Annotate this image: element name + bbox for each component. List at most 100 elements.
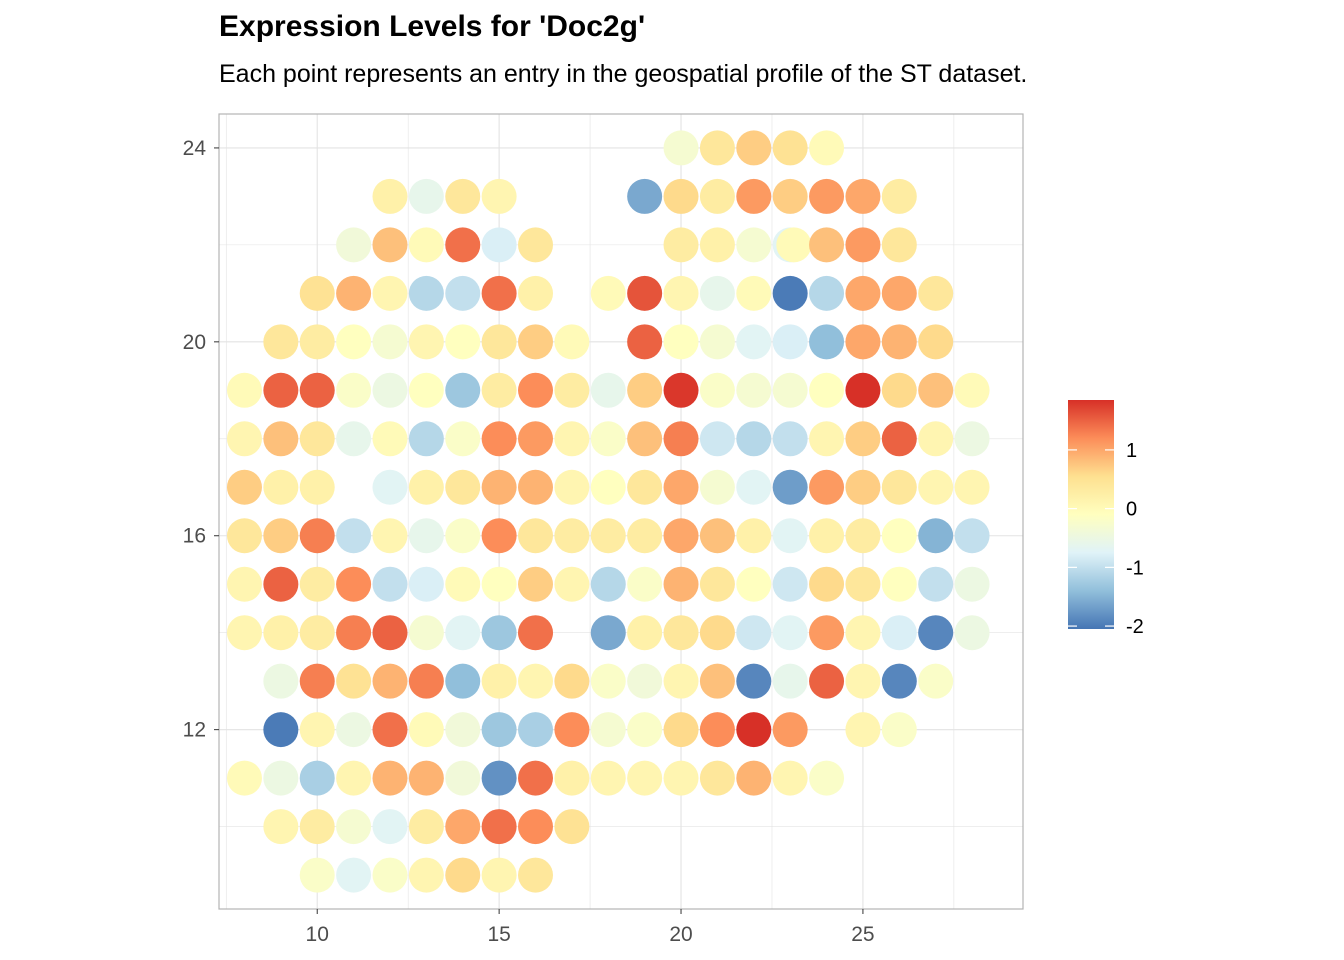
chart-title: Expression Levels for 'Doc2g'	[219, 10, 646, 43]
data-point	[590, 518, 626, 554]
data-point	[336, 421, 372, 457]
data-point	[372, 809, 408, 845]
data-point	[918, 275, 954, 311]
data-point	[518, 809, 554, 845]
data-point	[299, 615, 335, 651]
data-point	[226, 421, 262, 457]
data-point	[772, 130, 808, 166]
data-point	[263, 469, 299, 505]
data-point	[299, 809, 335, 845]
data-point	[518, 518, 554, 554]
legend-tick-label: -1	[1126, 557, 1144, 579]
data-point	[518, 227, 554, 263]
data-point	[663, 227, 699, 263]
data-point	[372, 178, 408, 214]
data-point	[881, 469, 917, 505]
y-axis: 12 16 20 24	[183, 137, 219, 742]
data-point	[590, 275, 626, 311]
data-point	[445, 469, 481, 505]
data-point	[299, 857, 335, 893]
data-point	[699, 615, 735, 651]
data-point	[336, 857, 372, 893]
data-point	[809, 372, 845, 408]
data-point	[408, 809, 444, 845]
data-point	[263, 809, 299, 845]
data-point	[736, 421, 772, 457]
data-point	[554, 421, 590, 457]
data-point	[663, 324, 699, 360]
data-point	[590, 712, 626, 748]
data-point	[518, 615, 554, 651]
data-point	[881, 372, 917, 408]
data-point	[518, 712, 554, 748]
data-point	[918, 372, 954, 408]
data-point	[445, 227, 481, 263]
data-point	[699, 663, 735, 699]
data-point	[408, 760, 444, 796]
data-point	[554, 663, 590, 699]
data-point	[627, 712, 663, 748]
data-point	[881, 178, 917, 214]
data-point	[918, 566, 954, 602]
data-point	[845, 275, 881, 311]
data-point	[809, 518, 845, 554]
data-point	[481, 469, 517, 505]
data-point	[481, 178, 517, 214]
data-point	[918, 324, 954, 360]
data-point	[408, 615, 444, 651]
data-point	[445, 566, 481, 602]
data-point	[918, 421, 954, 457]
data-point	[918, 469, 954, 505]
data-point	[699, 372, 735, 408]
data-point	[627, 469, 663, 505]
data-point	[809, 566, 845, 602]
data-point	[881, 566, 917, 602]
data-point	[772, 421, 808, 457]
data-point	[736, 760, 772, 796]
data-point	[881, 324, 917, 360]
data-point	[445, 615, 481, 651]
data-point	[226, 566, 262, 602]
data-point	[736, 372, 772, 408]
data-point	[772, 275, 808, 311]
data-point	[627, 518, 663, 554]
data-point	[554, 809, 590, 845]
data-point	[699, 566, 735, 602]
data-point	[845, 615, 881, 651]
data-point	[518, 275, 554, 311]
data-point	[699, 227, 735, 263]
data-point	[408, 178, 444, 214]
data-point	[663, 760, 699, 796]
data-point	[590, 372, 626, 408]
data-point	[336, 809, 372, 845]
data-point	[663, 566, 699, 602]
data-point	[554, 712, 590, 748]
data-point	[336, 372, 372, 408]
data-point	[299, 518, 335, 554]
data-point	[226, 518, 262, 554]
data-point	[627, 324, 663, 360]
data-point	[736, 518, 772, 554]
data-point	[918, 663, 954, 699]
data-point	[408, 469, 444, 505]
data-point	[809, 178, 845, 214]
data-point	[736, 275, 772, 311]
data-point	[554, 760, 590, 796]
data-point	[699, 421, 735, 457]
data-point	[918, 518, 954, 554]
data-point	[736, 227, 772, 263]
x-tick-label: 10	[306, 923, 329, 946]
data-point	[954, 518, 990, 554]
data-point	[881, 712, 917, 748]
data-point	[481, 712, 517, 748]
data-point	[627, 275, 663, 311]
data-point	[554, 469, 590, 505]
y-tick-label: 24	[183, 137, 207, 160]
chart-subtitle: Each point represents an entry in the ge…	[219, 60, 1028, 88]
data-point	[481, 615, 517, 651]
data-point	[408, 372, 444, 408]
data-point	[445, 809, 481, 845]
data-point	[736, 324, 772, 360]
data-point	[336, 324, 372, 360]
data-point	[809, 760, 845, 796]
